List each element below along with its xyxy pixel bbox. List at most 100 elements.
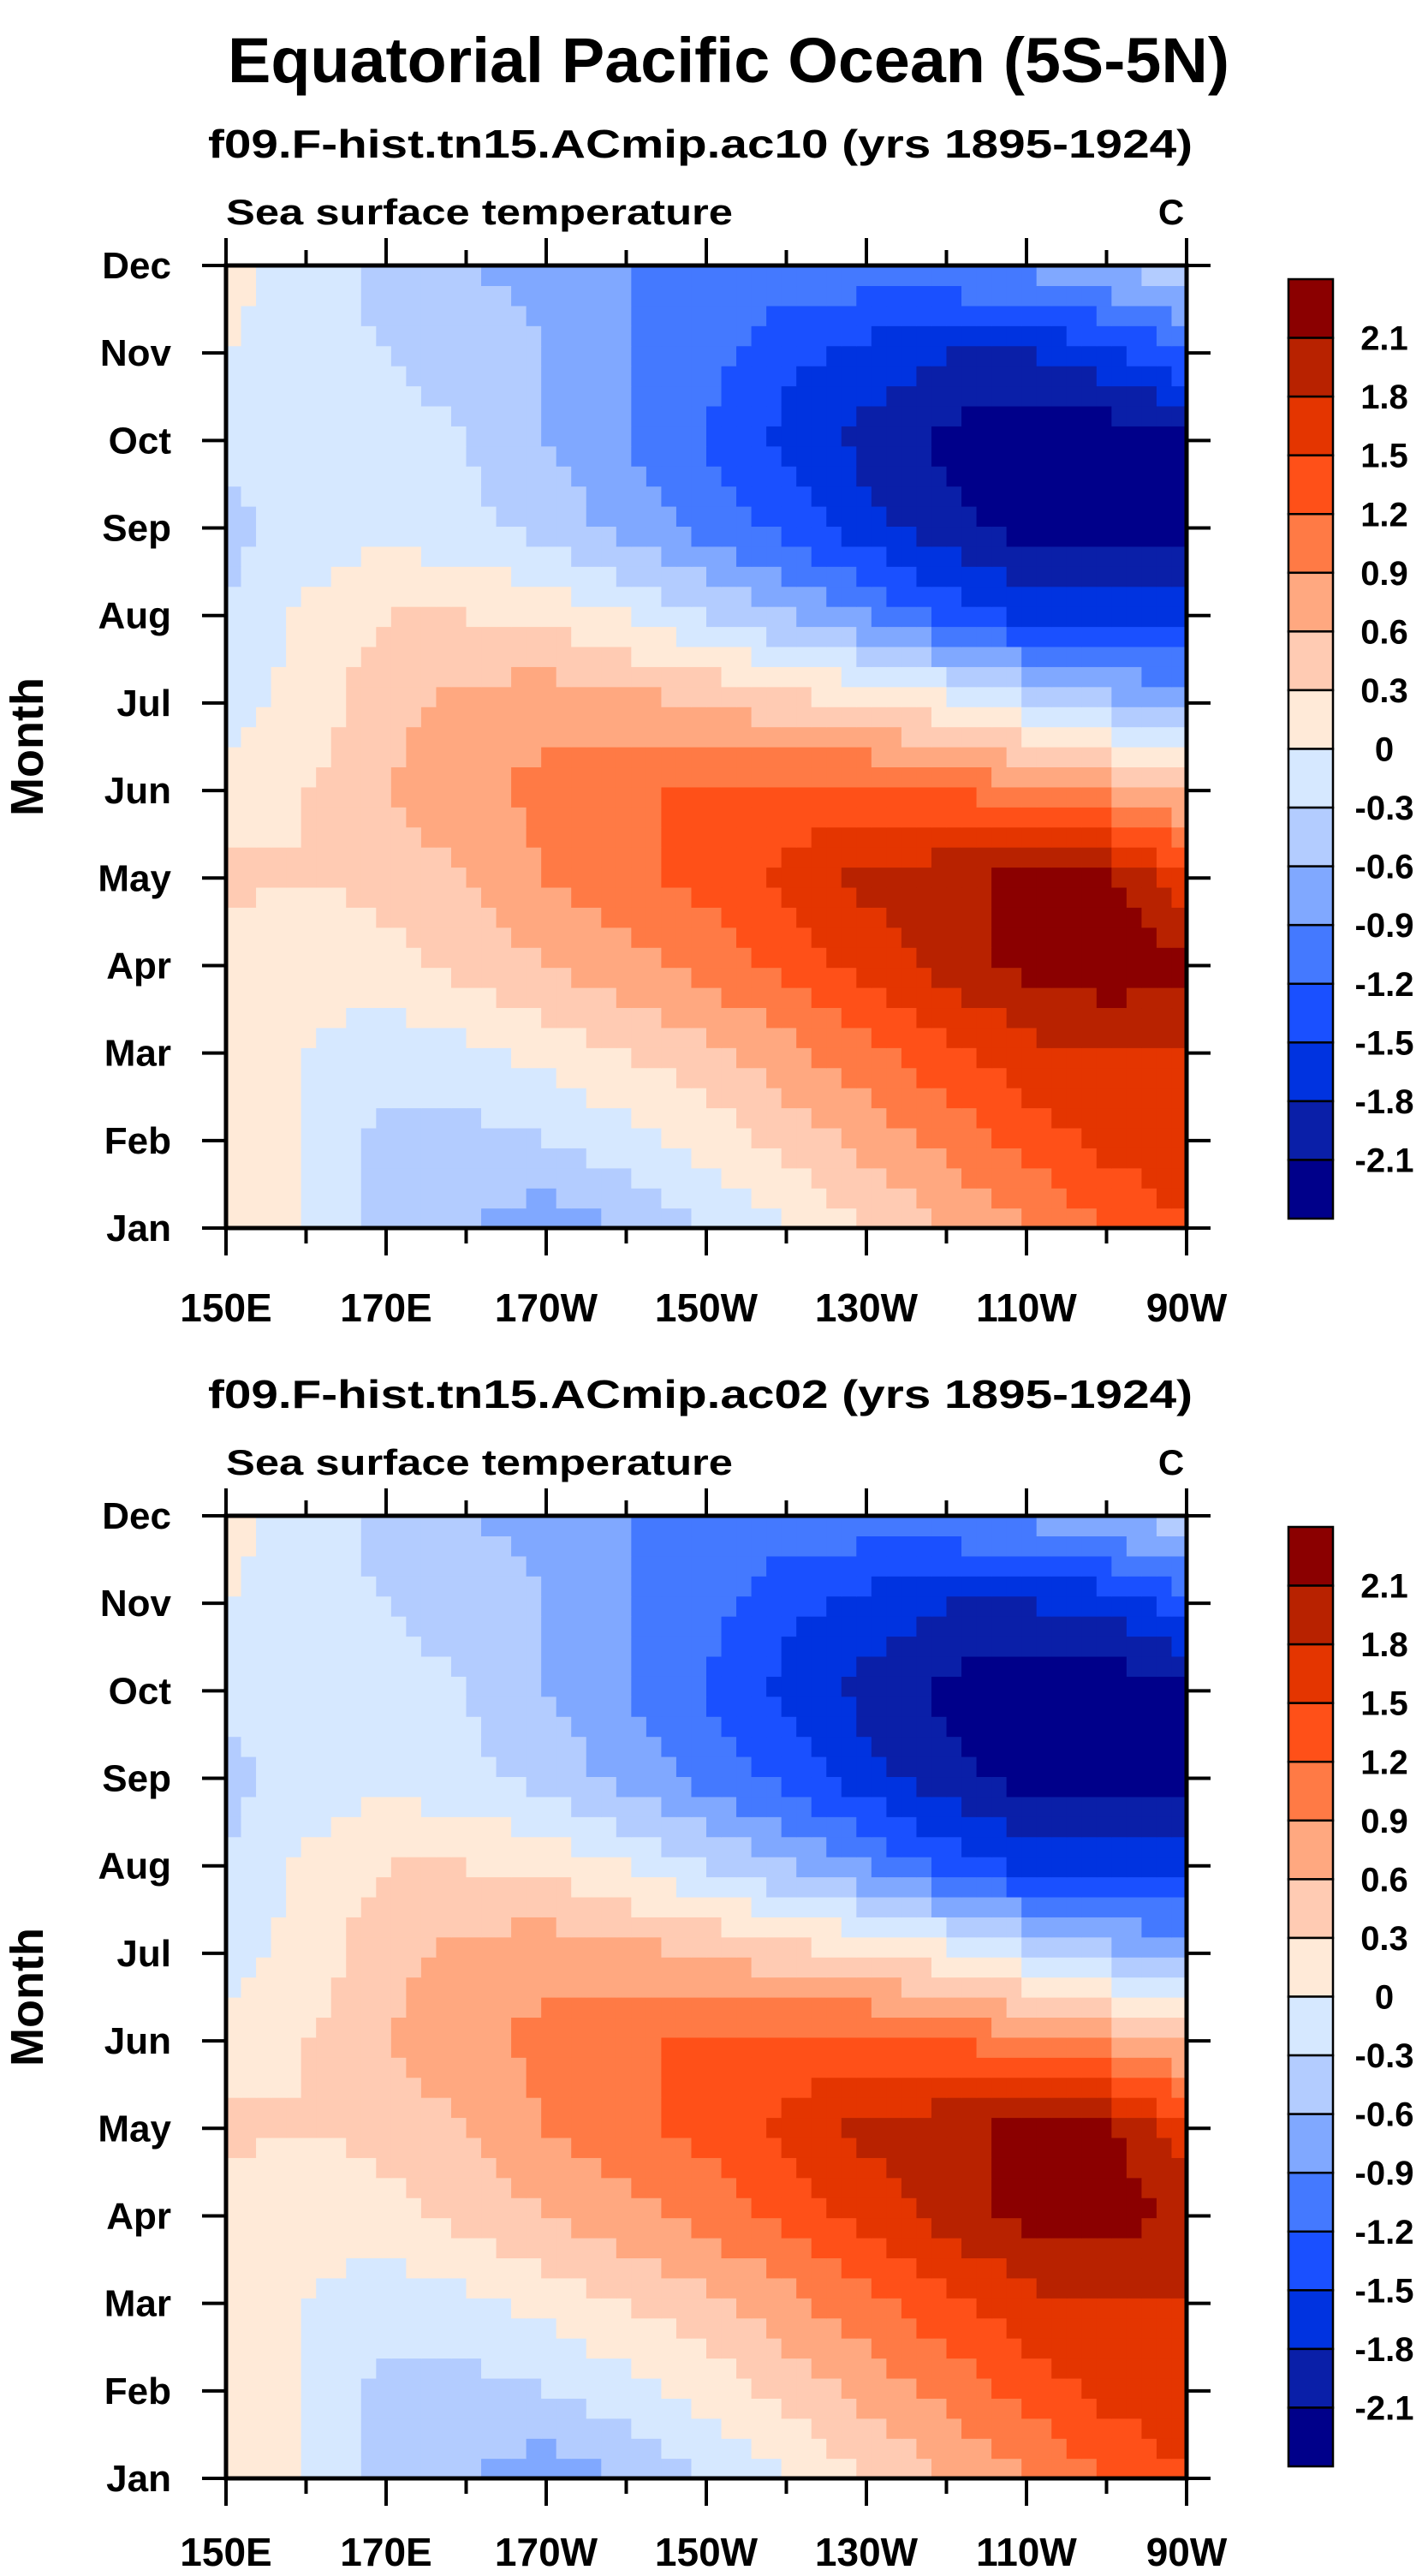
contour-cell <box>420 2036 437 2058</box>
contour-cell <box>360 2317 377 2339</box>
contour-cell <box>1111 886 1128 908</box>
panel-1: f09.F-hist.tn15.ACmip.ac10 (yrs 1895-192… <box>2 122 1413 1330</box>
contour-cell <box>976 987 992 1009</box>
contour-cell <box>466 2418 482 2439</box>
contour-cell <box>691 907 707 928</box>
contour-cell <box>901 1208 918 1229</box>
contour-cell <box>661 606 677 628</box>
contour-cell <box>300 2238 317 2259</box>
contour-cell <box>631 606 647 628</box>
contour-cell <box>1036 847 1052 868</box>
contour-cell <box>420 2458 437 2479</box>
contour-cell <box>496 1167 512 1189</box>
contour-cell <box>1036 2458 1052 2479</box>
contour-cell <box>1066 747 1082 768</box>
contour-cell <box>390 606 407 628</box>
contour-cell <box>646 2277 663 2299</box>
contour-cell <box>1126 2418 1143 2439</box>
contour-cell <box>571 325 587 347</box>
contour-cell <box>346 646 362 667</box>
contour-cell <box>286 1107 302 1129</box>
contour-cell <box>1006 987 1022 1009</box>
contour-cell <box>241 826 257 848</box>
contour-cell <box>1111 2438 1128 2460</box>
contour-cell <box>616 1067 632 1088</box>
contour-cell <box>1171 325 1187 347</box>
contour-cell <box>1096 786 1112 808</box>
contour-cell <box>646 2418 663 2439</box>
contour-cell <box>1021 2217 1038 2239</box>
contour-cell <box>226 1936 242 1958</box>
contour-cell <box>346 1067 362 1088</box>
contour-cell <box>706 2197 723 2219</box>
contour-cell <box>916 626 932 647</box>
contour-cell <box>721 1208 737 1229</box>
contour-cell <box>631 1977 647 1998</box>
contour-cell <box>661 2177 677 2198</box>
contour-cell <box>1141 566 1157 587</box>
contour-cell <box>991 826 1008 848</box>
contour-cell <box>631 1107 647 1129</box>
contour-cell <box>616 666 632 688</box>
contour-cell <box>390 426 407 447</box>
contour-cell <box>1141 2197 1157 2219</box>
contour-cell <box>601 546 617 567</box>
contour-cell <box>406 1067 422 1088</box>
contour-cell <box>481 886 497 908</box>
contour-cell <box>390 526 407 547</box>
contour-cell <box>616 1047 632 1069</box>
contour-cell <box>931 445 948 467</box>
contour-cell <box>1006 747 1022 768</box>
contour-cell <box>766 2338 782 2359</box>
contour-cell <box>466 847 482 868</box>
contour-cell <box>360 506 377 528</box>
contour-cell <box>511 526 527 547</box>
contour-cell <box>1156 526 1173 547</box>
contour-cell <box>556 2338 572 2359</box>
contour-cell <box>360 2077 377 2098</box>
contour-cell <box>376 366 392 387</box>
contour-cell <box>646 927 663 948</box>
contour-cell <box>976 385 992 407</box>
contour-cell <box>346 345 362 367</box>
contour-cell <box>1036 366 1052 387</box>
contour-cell <box>406 1148 422 1169</box>
contour-cell <box>901 2398 918 2419</box>
contour-cell <box>390 2057 407 2078</box>
contour-cell <box>856 2398 872 2419</box>
contour-cell <box>1021 1148 1038 1169</box>
contour-cell <box>1096 2077 1112 2098</box>
contour-cell <box>781 1088 797 1109</box>
contour-cell <box>241 707 257 728</box>
contour-cell <box>586 546 602 567</box>
contour-cell <box>646 2177 663 2198</box>
contour-cell <box>286 626 302 647</box>
contour-cell <box>1156 325 1173 347</box>
contour-cell <box>496 2217 512 2239</box>
contour-cell <box>811 2317 827 2339</box>
contour-cell <box>1081 1127 1098 1148</box>
contour-cell <box>271 1047 287 1069</box>
contour-cell <box>841 1208 857 1229</box>
contour-cell <box>781 445 797 467</box>
contour-cell <box>346 2358 362 2379</box>
contour-cell <box>691 1127 707 1148</box>
contour-cell <box>901 1067 918 1088</box>
contour-cell <box>991 747 1008 768</box>
contour-cell <box>586 405 602 426</box>
contour-cell <box>1141 366 1157 387</box>
contour-cell <box>1126 285 1143 307</box>
contour-cell <box>1156 1977 1173 1998</box>
contour-cell <box>390 2036 407 2058</box>
contour-cell <box>1066 305 1082 326</box>
contour-cell <box>1141 2057 1157 2078</box>
contour-cell <box>541 1148 557 1169</box>
contour-cell <box>1111 2057 1128 2078</box>
contour-cell <box>675 1917 693 1938</box>
contour-cell <box>1051 305 1068 326</box>
contour-cell <box>226 2217 242 2239</box>
contour-cell <box>1021 506 1038 528</box>
contour-cell <box>571 1047 587 1069</box>
contour-cell <box>946 1107 962 1129</box>
contour-cell <box>796 366 812 387</box>
